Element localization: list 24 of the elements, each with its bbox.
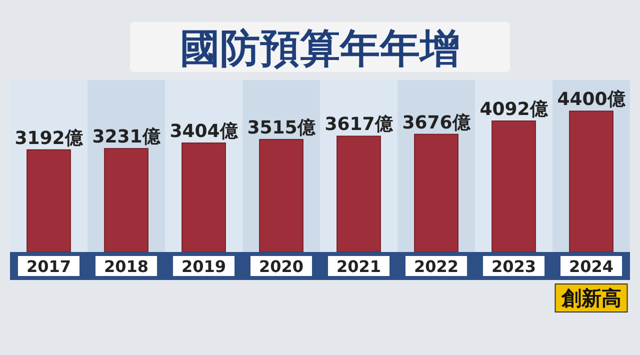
- data-label: 3231億: [92, 126, 162, 148]
- x-tick-label: 2024: [568, 257, 614, 276]
- data-label: 3404億: [170, 121, 239, 142]
- bar: [336, 136, 381, 252]
- data-label: 3515億: [247, 117, 316, 138]
- data-label: 3676億: [402, 112, 472, 134]
- bar: [26, 149, 71, 252]
- bar: [414, 134, 458, 252]
- x-tick-label: 2019: [181, 257, 226, 276]
- data-label: 3617億: [324, 114, 394, 136]
- x-tick-label: 2018: [104, 257, 149, 276]
- x-tick-label: 2021: [336, 257, 382, 276]
- bar: [259, 138, 304, 252]
- x-tick-label: 2020: [258, 257, 304, 276]
- x-tick-label: 2023: [491, 257, 536, 276]
- bar: [182, 142, 226, 252]
- bar: [104, 148, 148, 252]
- x-tick-label: 2017: [26, 257, 72, 276]
- text: 創新高: [560, 286, 622, 310]
- data-label: 4092億: [480, 98, 549, 120]
- data-label: 3192億: [14, 128, 84, 149]
- chart-title: 國防預算年年增: [180, 26, 460, 72]
- x-tick-label: 2022: [414, 257, 459, 276]
- data-label: 4400億: [557, 89, 626, 110]
